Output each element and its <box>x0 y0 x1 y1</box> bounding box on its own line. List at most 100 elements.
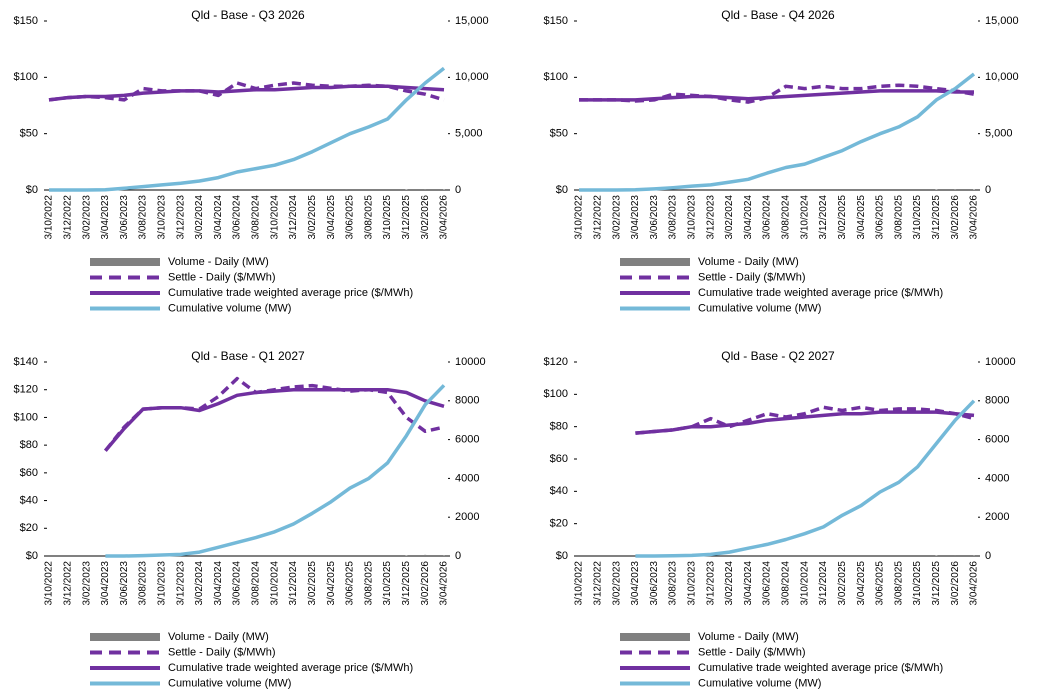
x-tick-label: 3/06/2023 <box>649 561 660 606</box>
y-tick-label: $100 <box>14 411 38 423</box>
x-tick-label: 3/12/2022 <box>62 561 73 606</box>
x-tick-label: 3/12/2024 <box>818 561 829 606</box>
x-tick-label: 3/12/2023 <box>705 561 716 606</box>
x-tick-label: 3/04/2026 <box>969 561 980 606</box>
y-tick-label: $50 <box>20 128 38 140</box>
y-tick-label: $0 <box>556 550 568 562</box>
x-tick-label: 3/02/2026 <box>420 561 431 606</box>
series-line <box>579 89 974 102</box>
legend-label: Cumulative trade weighted average price … <box>698 662 943 674</box>
x-tick-label: 3/08/2023 <box>668 561 679 606</box>
y2-tick-label: 10,000 <box>455 71 489 83</box>
legend-label: Volume - Daily (MW) <box>168 631 269 643</box>
x-tick-label: 3/10/2022 <box>574 561 585 606</box>
chart-panel: Qld - Base - Q1 2027 $0 $20 $40 $60 $80 $100 $1… <box>14 349 486 689</box>
chart-title: Qld - Base - Q3 2026 <box>191 8 305 22</box>
legend-swatch <box>620 258 690 266</box>
x-tick-label: 3/02/2023 <box>611 561 622 606</box>
x-tick-label: 3/12/2022 <box>592 561 603 606</box>
x-tick-label: 3/04/2025 <box>856 195 867 240</box>
chart-title: Qld - Base - Q1 2027 <box>191 349 305 363</box>
x-tick-label: 3/10/2025 <box>382 195 393 240</box>
y-tick-label: $60 <box>550 453 568 465</box>
y2-tick-label: 6000 <box>985 434 1009 446</box>
y-tick-label: $20 <box>550 518 568 530</box>
x-tick-label: 3/08/2023 <box>668 195 679 240</box>
y-tick-label: $150 <box>14 15 38 27</box>
x-tick-label: 3/12/2024 <box>288 561 299 606</box>
y-tick-label: $80 <box>550 421 568 433</box>
x-tick-label: 3/02/2023 <box>81 195 92 240</box>
y2-tick-label: 10,000 <box>985 71 1019 83</box>
x-tick-label: 3/06/2025 <box>345 195 356 240</box>
x-tick-label: 3/12/2025 <box>931 195 942 240</box>
x-tick-label: 3/02/2026 <box>950 195 961 240</box>
x-tick-label: 3/08/2023 <box>138 561 149 606</box>
series-line <box>105 384 446 558</box>
y-tick-label: $100 <box>544 71 568 83</box>
x-tick-label: 3/10/2023 <box>156 195 167 240</box>
x-tick-label: 3/10/2022 <box>44 195 55 240</box>
x-tick-label: 3/06/2025 <box>875 195 886 240</box>
series-line <box>579 72 976 192</box>
x-tick-label: 3/02/2024 <box>194 561 205 606</box>
x-tick-label: 3/10/2025 <box>382 561 393 606</box>
series-line <box>104 387 445 452</box>
x-tick-label: 3/04/2024 <box>213 561 224 606</box>
y-tick-label: $120 <box>14 384 38 396</box>
y2-tick-label: 8000 <box>985 395 1009 407</box>
x-tick-label: 3/08/2023 <box>138 195 149 240</box>
x-tick-label: 3/06/2025 <box>875 561 886 606</box>
x-tick-label: 3/04/2025 <box>326 561 337 606</box>
y-tick-label: $80 <box>20 439 38 451</box>
y-tick-label: $40 <box>20 494 38 506</box>
volume-bar <box>424 554 427 556</box>
x-tick-label: 3/10/2022 <box>574 195 585 240</box>
x-tick-label: 3/12/2022 <box>592 195 603 240</box>
x-tick-label: 3/04/2025 <box>856 561 867 606</box>
x-tick-label: 3/12/2025 <box>931 561 942 606</box>
x-tick-label: 3/02/2023 <box>81 561 92 606</box>
x-tick-label: 3/08/2025 <box>363 561 374 606</box>
x-tick-label: 3/10/2024 <box>799 195 810 240</box>
y2-tick-label: 6000 <box>455 434 479 446</box>
y2-tick-label: 8000 <box>455 395 479 407</box>
x-tick-label: 3/10/2023 <box>686 561 697 606</box>
x-tick-label: 3/08/2024 <box>781 561 792 606</box>
x-tick-label: 3/06/2023 <box>649 195 660 240</box>
x-tick-label: 3/04/2025 <box>326 195 337 240</box>
x-tick-label: 3/12/2023 <box>175 561 186 606</box>
x-tick-label: 3/12/2024 <box>288 195 299 240</box>
x-tick-label: 3/08/2024 <box>251 195 262 240</box>
volume-bar <box>973 555 975 556</box>
series-line <box>49 66 446 192</box>
legend-label: Cumulative volume (MW) <box>168 302 291 314</box>
volume-bar <box>424 189 427 190</box>
y2-tick-label: 0 <box>455 184 461 196</box>
x-tick-label: 3/10/2024 <box>269 195 280 240</box>
x-tick-label: 3/02/2025 <box>307 561 318 606</box>
legend-label: Settle - Daily ($/MWh) <box>168 271 276 283</box>
x-tick-label: 3/08/2025 <box>363 195 374 240</box>
volume-bar <box>443 189 445 190</box>
legend-swatch <box>90 258 160 266</box>
x-tick-label: 3/04/2023 <box>100 195 111 240</box>
y2-tick-label: 2000 <box>455 511 479 523</box>
volume-bar <box>935 555 938 556</box>
legend-label: Volume - Daily (MW) <box>698 256 799 268</box>
x-tick-label: 3/12/2022 <box>62 195 73 240</box>
y-tick-label: $140 <box>14 356 38 368</box>
x-tick-label: 3/04/2024 <box>213 195 224 240</box>
y2-tick-label: 15,000 <box>985 15 1019 27</box>
legend-label: Settle - Daily ($/MWh) <box>698 271 806 283</box>
x-tick-label: 3/02/2025 <box>837 561 848 606</box>
y2-tick-label: 2000 <box>985 511 1009 523</box>
x-tick-label: 3/02/2024 <box>724 561 735 606</box>
y-tick-label: $40 <box>550 485 568 497</box>
volume-bar <box>973 189 975 190</box>
volume-bar <box>405 555 408 556</box>
legend-swatch <box>90 633 160 641</box>
y-tick-label: $150 <box>544 15 568 27</box>
y-tick-label: $0 <box>26 184 38 196</box>
legend-label: Cumulative trade weighted average price … <box>698 287 943 299</box>
